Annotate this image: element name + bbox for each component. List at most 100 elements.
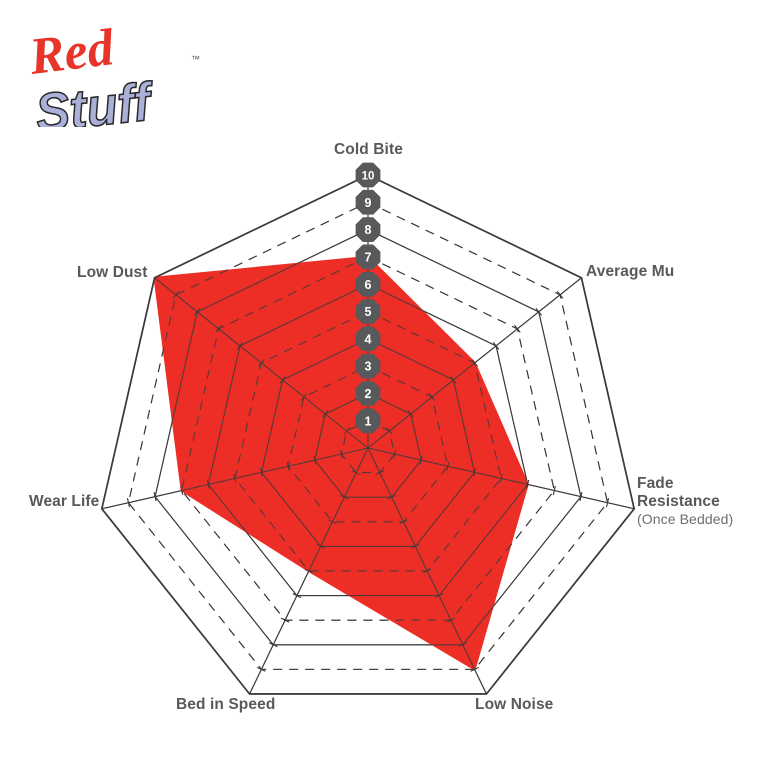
radar-tick-mark bbox=[419, 455, 423, 465]
radar-tick-mark bbox=[313, 455, 317, 465]
scale-badge-shape-7 bbox=[355, 244, 381, 270]
radar-tick-mark bbox=[514, 325, 521, 333]
radar-ring-6 bbox=[207, 283, 529, 597]
radar-tick-mark bbox=[526, 479, 530, 489]
radar-tick-mark bbox=[446, 461, 450, 471]
scale-badge-label-8: 8 bbox=[365, 223, 372, 237]
scale-badge-label-6: 6 bbox=[365, 278, 372, 292]
radar-tick-mark bbox=[328, 519, 337, 525]
radar-tick-mark bbox=[343, 427, 350, 435]
radar-tick-mark bbox=[236, 342, 244, 350]
radar-tick-mark bbox=[300, 393, 308, 401]
radar-ring-4 bbox=[260, 338, 476, 547]
radar-tick-mark bbox=[606, 498, 610, 508]
radar-tick-mark bbox=[492, 342, 500, 350]
svg-text:Red: Red bbox=[28, 22, 118, 86]
radar-tick-mark bbox=[393, 449, 397, 459]
radar-tick-mark bbox=[458, 642, 468, 648]
scale-badge-shape-9 bbox=[355, 189, 381, 215]
radar-tick-mark bbox=[470, 666, 479, 672]
radar-tick-mark bbox=[434, 593, 444, 598]
axis-label-wear-life: Wear Life bbox=[29, 493, 100, 510]
scale-badge-shape-2 bbox=[355, 381, 381, 406]
scale-badge-shape-10 bbox=[355, 162, 381, 188]
scale-badge-2: 2 bbox=[355, 381, 381, 406]
radar-grid-rings-overlay bbox=[100, 174, 636, 695]
scale-badge-1: 1 bbox=[355, 408, 381, 434]
radar-tick-mark bbox=[126, 498, 130, 508]
radar-tick-mark bbox=[499, 473, 503, 483]
radar-tick-mark bbox=[375, 470, 385, 476]
radar-tick-mark bbox=[280, 617, 290, 623]
scale-badge-label-2: 2 bbox=[365, 387, 372, 401]
scale-badge-label-5: 5 bbox=[365, 305, 372, 319]
redstuff-logo: Red Stuff ™ bbox=[28, 22, 208, 127]
scale-badge-7: 7 bbox=[355, 244, 381, 270]
scale-badge-6: 6 bbox=[355, 271, 381, 297]
radar-tick-mark bbox=[407, 410, 414, 418]
radar-ring-7 bbox=[181, 256, 555, 621]
radar-tick-mark bbox=[450, 376, 457, 384]
axis-label-fade-resistance-line2: Resistance bbox=[637, 492, 720, 510]
radar-tick-mark bbox=[257, 666, 266, 672]
scale-badge-9: 9 bbox=[355, 189, 381, 215]
radar-ring-3 bbox=[287, 365, 449, 523]
radar-tick-mark bbox=[260, 467, 264, 477]
radar-tick-mark bbox=[215, 325, 222, 333]
scale-badge-4: 4 bbox=[355, 326, 381, 352]
radar-tick-mark bbox=[340, 494, 349, 500]
radar-tick-mark bbox=[172, 290, 180, 299]
radar-tick-mark bbox=[233, 473, 237, 483]
radar-tick-mark bbox=[268, 642, 278, 648]
radar-tick-mark bbox=[386, 427, 393, 435]
scale-badge-label-3: 3 bbox=[365, 360, 372, 374]
scale-badge-shape-4 bbox=[355, 326, 381, 352]
radar-tick-mark bbox=[258, 359, 265, 367]
radar-tick-mark bbox=[292, 593, 302, 598]
radar-tick-mark bbox=[399, 519, 408, 525]
radar-ring-10 bbox=[100, 174, 636, 695]
scale-badge-shape-3 bbox=[355, 353, 381, 379]
scale-badge-label-10: 10 bbox=[362, 171, 375, 183]
axis-label-fade-resistance-sublabel: (Once Bedded) bbox=[637, 510, 734, 527]
radar-tick-mark bbox=[446, 617, 456, 623]
radar-ring-1 bbox=[340, 420, 396, 474]
scale-badge-shape-6 bbox=[355, 271, 381, 297]
radar-series-polygon bbox=[153, 255, 529, 671]
radar-tick-mark bbox=[316, 543, 325, 549]
radar-tick-mark bbox=[304, 568, 314, 574]
radar-series-0 bbox=[153, 255, 529, 671]
radar-tick-mark bbox=[552, 486, 556, 496]
radar-tick-mark bbox=[579, 492, 583, 502]
radar-tick-mark bbox=[194, 307, 201, 316]
radar-tick-mark bbox=[279, 376, 286, 384]
radar-ring-5 bbox=[234, 310, 502, 572]
axis-label-bed-in-speed: Bed in Speed bbox=[176, 696, 276, 713]
scale-badge-label-9: 9 bbox=[365, 196, 372, 210]
scale-badge-label-1: 1 bbox=[365, 414, 372, 428]
radar-tick-mark bbox=[339, 449, 343, 459]
scale-badge-10: 10 bbox=[355, 162, 381, 188]
radar-ring-2 bbox=[314, 392, 422, 498]
radar-tick-mark bbox=[535, 307, 542, 316]
scale-badge-shape-8 bbox=[355, 217, 381, 242]
radar-ring-8 bbox=[154, 228, 582, 646]
axis-label-average-mu: Average Mu bbox=[586, 263, 675, 280]
axis-label-low-dust: Low Dust bbox=[77, 264, 148, 281]
radar-tick-mark bbox=[411, 543, 420, 549]
logo-word-red: Red bbox=[28, 22, 118, 86]
axis-label-low-noise: Low Noise bbox=[475, 696, 554, 713]
axis-label-fade-resistance-line1: Fade bbox=[637, 475, 674, 492]
radar-tick-mark bbox=[286, 461, 290, 471]
radar-tick-mark bbox=[428, 393, 436, 401]
radar-tick-mark bbox=[322, 410, 329, 418]
scale-badge-label-7: 7 bbox=[365, 251, 372, 265]
logo-trademark: ™ bbox=[191, 54, 200, 64]
radar-tick-mark bbox=[180, 486, 184, 496]
scale-badge-3: 3 bbox=[355, 353, 381, 379]
radar-tick-mark bbox=[206, 479, 210, 489]
radar-tick-mark bbox=[422, 568, 432, 574]
scale-badge-5: 5 bbox=[355, 299, 381, 324]
axis-label-cold-bite: Cold Bite bbox=[334, 141, 403, 158]
